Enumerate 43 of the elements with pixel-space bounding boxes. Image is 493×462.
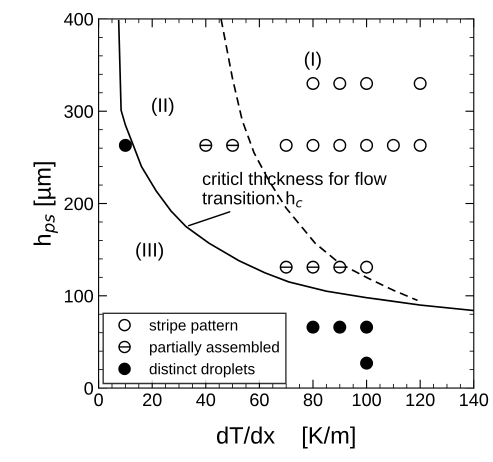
point <box>386 138 400 152</box>
x-tick-label: 80 <box>304 393 322 406</box>
x-tick-label: 100 <box>352 393 381 406</box>
x-tick-label: 0 <box>94 393 103 406</box>
x-tick-label: 140 <box>460 393 488 406</box>
annotation: criticl thickness for flow transition: h$_{c}$ <box>202 172 387 208</box>
point <box>118 138 132 152</box>
y-tick-label: 400 <box>64 12 94 26</box>
y-tick-label: 0 <box>84 382 94 395</box>
point <box>306 260 320 274</box>
x-tick-label: 120 <box>406 393 435 406</box>
point <box>306 138 320 152</box>
annotation: (I) <box>304 52 321 70</box>
point <box>333 77 346 90</box>
point <box>360 77 374 90</box>
point <box>280 260 293 274</box>
point <box>333 320 346 334</box>
legend-label: stripe pattern <box>149 319 238 334</box>
legend-label: partially assembled <box>150 341 279 356</box>
y-tick-label: 100 <box>64 290 94 303</box>
point <box>199 138 212 152</box>
point <box>306 320 320 334</box>
point <box>360 260 374 274</box>
x-axis-title: dT/dx [K/m] <box>216 426 355 448</box>
point <box>333 138 346 152</box>
x-tick-label: 60 <box>250 393 269 406</box>
y-tick-label: 300 <box>64 105 94 118</box>
point <box>414 138 427 152</box>
x-tick-label: 40 <box>196 393 216 406</box>
annotation: (II) <box>152 98 174 116</box>
legend-label: distinct droplets <box>150 363 255 378</box>
annotation: (III) <box>136 242 163 261</box>
y-tick-label: 200 <box>64 197 94 210</box>
point <box>280 138 293 152</box>
x-tick-label: 20 <box>143 393 162 406</box>
point <box>306 77 320 90</box>
y-axis-title: h$_{ps}$ [µm] <box>34 162 58 245</box>
point <box>360 320 374 334</box>
point <box>360 138 374 152</box>
point <box>360 356 374 370</box>
point <box>333 260 346 274</box>
point <box>226 138 240 152</box>
point <box>414 77 427 90</box>
